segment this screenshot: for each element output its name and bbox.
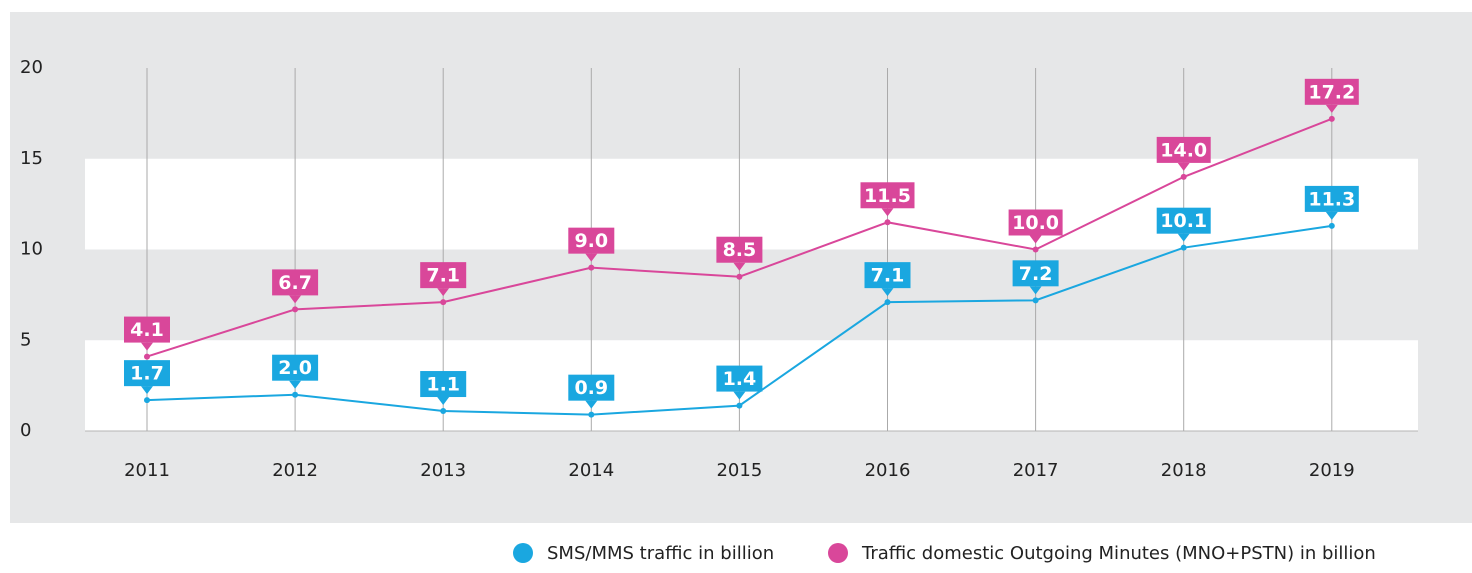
point (884, 299, 891, 306)
x-tick-label: 2011 (124, 460, 170, 481)
point (144, 397, 150, 404)
point (1180, 244, 1187, 251)
value-label: 2.0 (278, 357, 312, 379)
value-label-box (1012, 260, 1059, 287)
value-label-box (272, 269, 319, 296)
value-label: 10.0 (1012, 212, 1059, 234)
value-label: 1.4 (723, 368, 757, 390)
value-label: 17.2 (1308, 81, 1355, 103)
x-tick-label: 2016 (865, 460, 911, 481)
value-label-box (568, 374, 615, 401)
value-label: 7.1 (426, 265, 460, 287)
value-label: 11.3 (1308, 188, 1355, 210)
value-label: 1.1 (426, 374, 460, 396)
value-label: 10.1 (1160, 210, 1207, 232)
legend-swatch (828, 543, 848, 563)
legend-swatch (513, 543, 533, 563)
point (736, 273, 743, 280)
point (1032, 297, 1039, 304)
value-label-pointer (585, 400, 598, 409)
value-label-box (124, 316, 170, 343)
value-label: 11.5 (864, 185, 911, 207)
value-label-pointer (141, 386, 153, 395)
value-label-box (1008, 209, 1063, 236)
value-label: 1.7 (130, 363, 164, 385)
point (588, 411, 595, 418)
y-tick-label: 20 (20, 57, 43, 78)
point (440, 299, 447, 306)
x-tick-label: 2015 (716, 460, 762, 481)
legend-label: SMS/MMS traffic in billion (547, 543, 774, 564)
value-label-pointer (437, 288, 450, 297)
value-label-box (864, 262, 911, 289)
y-tick-label: 15 (20, 148, 43, 169)
point (1328, 222, 1335, 229)
value-label-box (420, 262, 467, 289)
value-label-pointer (437, 397, 450, 406)
value-label-pointer (1177, 233, 1190, 242)
value-label: 0.9 (574, 377, 608, 399)
value-label-pointer (733, 391, 746, 400)
x-tick-label: 2014 (568, 460, 614, 481)
point (736, 402, 743, 409)
point (884, 219, 891, 226)
value-label-pointer (1325, 211, 1338, 220)
value-label-box (716, 365, 763, 392)
x-tick-label: 2017 (1013, 460, 1059, 481)
band (85, 158, 1418, 250)
value-label-box (420, 371, 467, 398)
value-label-pointer (585, 253, 598, 262)
value-label-box (1304, 185, 1359, 212)
value-label-pointer (881, 288, 894, 297)
value-label-box (860, 182, 915, 209)
value-label-box (1304, 78, 1359, 105)
value-label-pointer (1177, 162, 1190, 171)
value-label: 8.5 (723, 239, 757, 261)
value-label-pointer (1325, 104, 1338, 113)
x-tick-label: 2018 (1161, 460, 1207, 481)
value-label-pointer (289, 380, 302, 389)
value-label-pointer (141, 342, 153, 351)
point (292, 391, 299, 398)
x-tick-label: 2019 (1309, 460, 1355, 481)
value-label: 9.0 (574, 230, 608, 252)
value-label-pointer (733, 262, 746, 271)
value-label-pointer (1029, 235, 1042, 244)
value-label-box (1156, 207, 1211, 234)
value-label-pointer (1029, 286, 1042, 295)
value-label-box (1156, 136, 1211, 163)
value-label: 6.7 (278, 272, 312, 294)
y-tick-label: 5 (20, 329, 31, 350)
value-label: 14.0 (1160, 139, 1207, 161)
point (588, 264, 595, 271)
value-label-pointer (881, 208, 894, 217)
point (1180, 173, 1187, 180)
legend-label: Traffic domestic Outgoing Minutes (MNO+P… (861, 543, 1376, 564)
value-label: 7.1 (871, 265, 905, 287)
value-label-pointer (289, 295, 302, 304)
point (1032, 246, 1039, 253)
point (144, 353, 150, 360)
x-tick-label: 2012 (272, 460, 318, 481)
point (440, 408, 447, 415)
value-label-box (716, 236, 763, 263)
value-label-box (272, 354, 319, 381)
value-label-box (124, 360, 170, 387)
y-tick-label: 0 (20, 420, 31, 441)
value-label: 7.2 (1019, 263, 1053, 285)
value-label: 4.1 (130, 319, 164, 341)
value-label-box (568, 227, 615, 254)
point (292, 306, 299, 313)
x-tick-label: 2013 (420, 460, 466, 481)
point (1328, 115, 1335, 122)
y-tick-label: 10 (20, 239, 43, 260)
